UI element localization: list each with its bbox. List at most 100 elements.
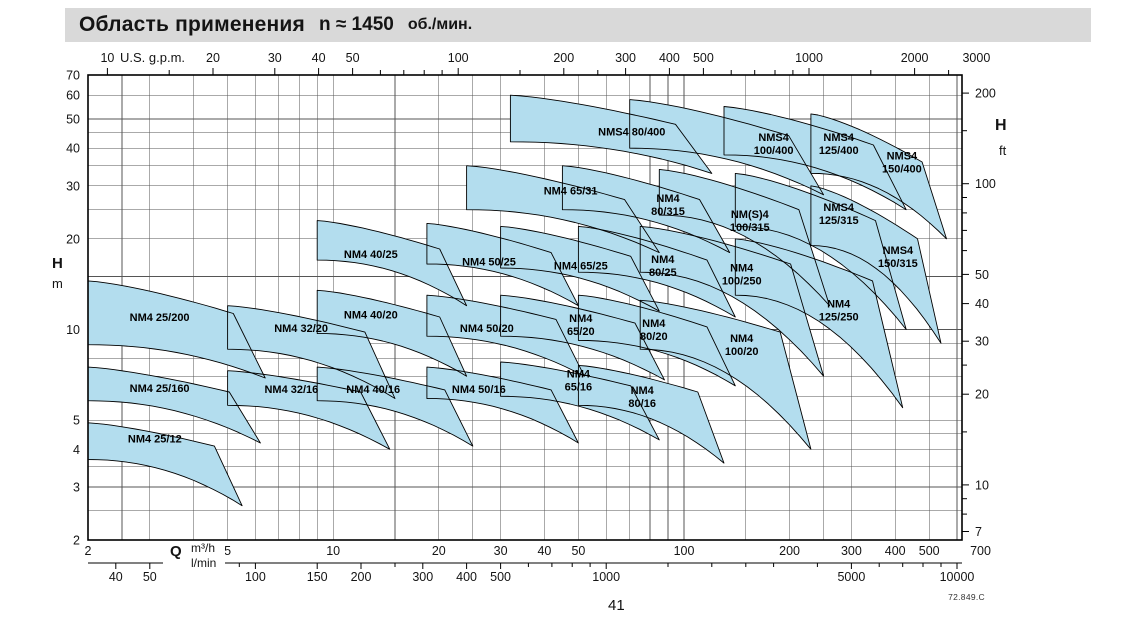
svg-text:700: 700 bbox=[970, 544, 991, 558]
top-axis-gpm: 10 20 30 40 50 100 200 300 400 500 1000 2000 3000 bbox=[100, 51, 990, 75]
pump-region-fill bbox=[510, 95, 712, 174]
pump-region-fill bbox=[735, 238, 903, 408]
pump-region-outline bbox=[500, 361, 660, 441]
pump-region-outline bbox=[316, 220, 468, 307]
pump-region-label: NM4 bbox=[569, 313, 593, 325]
pump-region-outline bbox=[577, 225, 736, 318]
pump-region-label: NM4 65/31 bbox=[544, 185, 598, 197]
pump-region-fill bbox=[317, 367, 473, 447]
pump-region-outline bbox=[734, 172, 907, 330]
document-reference: 72.849.C bbox=[948, 592, 985, 602]
pump-region-label: NM4 40/20 bbox=[344, 310, 398, 322]
svg-text:100: 100 bbox=[245, 570, 266, 584]
svg-text:50: 50 bbox=[571, 544, 585, 558]
svg-text:5: 5 bbox=[224, 544, 231, 558]
svg-text:7: 7 bbox=[975, 525, 982, 539]
pump-region-label: 65/20 bbox=[567, 326, 595, 338]
svg-text:30: 30 bbox=[494, 544, 508, 558]
pump-region-label: NM4 bbox=[730, 333, 754, 345]
pump-region-outline bbox=[509, 94, 713, 174]
svg-text:150: 150 bbox=[307, 570, 328, 584]
svg-text:100: 100 bbox=[975, 177, 996, 191]
svg-text:50: 50 bbox=[143, 570, 157, 584]
pump-region-label: NM4 40/16 bbox=[346, 384, 400, 396]
pump-region-label: NMS4 bbox=[823, 132, 854, 144]
pump-region-outline bbox=[87, 280, 266, 379]
pump-region-label: NM4 25/200 bbox=[130, 312, 190, 324]
svg-text:10: 10 bbox=[66, 323, 80, 337]
svg-text:10: 10 bbox=[326, 544, 340, 558]
svg-text:50: 50 bbox=[66, 113, 80, 127]
svg-text:200: 200 bbox=[351, 570, 372, 584]
pump-region-label: NM4 32/16 bbox=[264, 384, 318, 396]
svg-text:3: 3 bbox=[73, 481, 80, 495]
pump-region-label: NM4 bbox=[642, 318, 666, 330]
pump-region-label: NM4 bbox=[827, 299, 851, 311]
svg-text:5: 5 bbox=[73, 414, 80, 428]
pump-region-label: NMS4 bbox=[758, 132, 789, 144]
pump-region-outline bbox=[426, 366, 579, 444]
svg-text:100: 100 bbox=[448, 51, 469, 65]
pump-region-label: 150/400 bbox=[882, 164, 922, 176]
pump-region-label: NM4 bbox=[651, 254, 675, 266]
svg-text:40: 40 bbox=[537, 544, 551, 558]
pump-region-label: NM4 25/12 bbox=[128, 433, 182, 445]
svg-text:5000: 5000 bbox=[837, 570, 865, 584]
left-axis-m-labels: 70 60 50 40 30 20 10 5 4 3 2 bbox=[66, 69, 80, 548]
pump-region-outline bbox=[426, 294, 585, 377]
svg-text:30: 30 bbox=[268, 51, 282, 65]
svg-text:50: 50 bbox=[975, 268, 989, 282]
svg-text:300: 300 bbox=[615, 51, 636, 65]
pump-region-label: 100/250 bbox=[722, 275, 762, 287]
svg-text:1000: 1000 bbox=[592, 570, 620, 584]
pump-region-outline bbox=[734, 238, 904, 409]
svg-text:200: 200 bbox=[553, 51, 574, 65]
pump-speed-units: об./мин. bbox=[407, 16, 473, 33]
pump-region-label: 80/20 bbox=[640, 331, 668, 343]
pump-region-fill bbox=[426, 367, 579, 443]
pump-region-label: NM4 bbox=[567, 368, 591, 380]
pump-region-outline bbox=[561, 165, 731, 254]
pump-region-outline bbox=[639, 299, 812, 450]
pump-region-outline bbox=[577, 364, 725, 464]
right-axis-ft: 200 100 50 40 30 20 10 7 bbox=[962, 87, 996, 539]
pump-region-label: 80/25 bbox=[649, 267, 677, 279]
pump-region-label: NM4 32/20 bbox=[274, 323, 328, 335]
pump-region-label: NMS4 bbox=[823, 202, 854, 214]
svg-text:40: 40 bbox=[312, 51, 326, 65]
pump-region-outline bbox=[466, 165, 660, 254]
pump-region-label: 100/315 bbox=[730, 222, 770, 234]
pump-region-label: 80/315 bbox=[651, 206, 685, 218]
svg-text:20: 20 bbox=[206, 51, 220, 65]
svg-text:2: 2 bbox=[73, 534, 80, 548]
svg-text:300: 300 bbox=[412, 570, 433, 584]
pump-region-label: NM4 50/20 bbox=[460, 323, 514, 335]
left-axis-unit: m bbox=[52, 276, 63, 291]
flow-axis-unit-lmin: l/min bbox=[191, 556, 217, 570]
svg-text:500: 500 bbox=[490, 570, 511, 584]
pump-region-label: NM4 25/160 bbox=[130, 383, 190, 395]
pump-region-label: NM4 bbox=[631, 385, 655, 397]
bottom-axis-lmin: 40 50 100 150 200 300 400 500 1000 5000 10000 bbox=[88, 562, 974, 584]
pump-region-fill bbox=[578, 365, 724, 464]
svg-text:20: 20 bbox=[66, 232, 80, 246]
pump-region-fill bbox=[735, 173, 907, 330]
pump-region-label: NM4 bbox=[656, 193, 680, 205]
svg-text:30: 30 bbox=[66, 179, 80, 193]
pump-region-outline bbox=[316, 366, 474, 447]
svg-text:2: 2 bbox=[85, 544, 92, 558]
flow-axis-unit-m3h: m³/h bbox=[191, 541, 215, 555]
pump-region-label: 80/16 bbox=[628, 398, 656, 410]
svg-text:40: 40 bbox=[975, 297, 989, 311]
pump-region-label: NM4 50/25 bbox=[462, 257, 516, 269]
pump-region-fill bbox=[810, 185, 941, 344]
pump-region-label: 65/16 bbox=[565, 381, 593, 393]
pump-region-label: NM4 bbox=[730, 262, 754, 274]
pump-region-label: 100/400 bbox=[754, 145, 794, 157]
plot-border bbox=[87, 74, 963, 541]
svg-text:400: 400 bbox=[659, 51, 680, 65]
pump-region-outline bbox=[500, 225, 660, 312]
left-axis-title: H bbox=[52, 255, 63, 272]
pump-region-labels: NM4 25/12 NM4 25/160 NM4 25/200 NM4 32/16 NM… bbox=[128, 126, 922, 445]
svg-text:60: 60 bbox=[66, 89, 80, 103]
